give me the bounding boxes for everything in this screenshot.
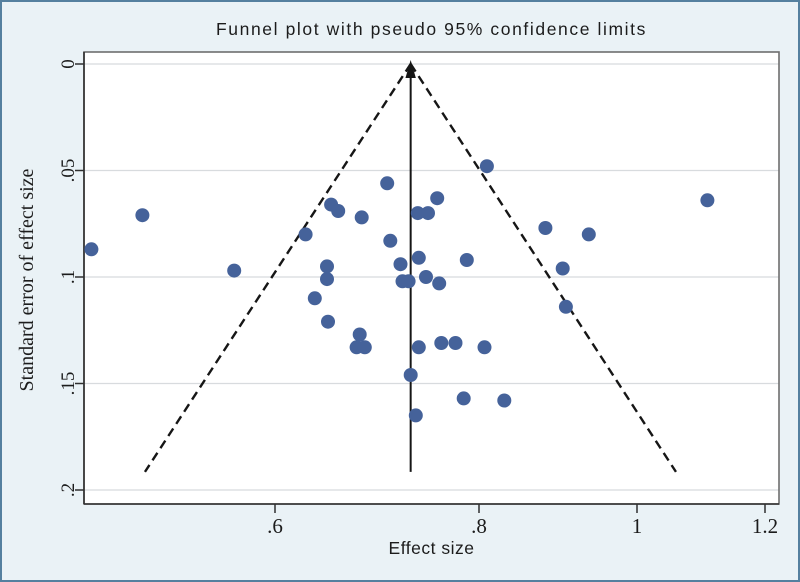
study-data-point [459,253,474,267]
study-data-point [393,257,408,272]
study-data-point [700,193,715,208]
study-data-point [408,408,423,423]
study-data-point [298,227,313,242]
y-tick-label: .05 [58,159,79,183]
study-data-point [227,263,242,278]
y-tick-label: .1 [58,270,79,284]
study-data-point [354,210,369,225]
study-data-point [320,259,334,274]
study-data-point [307,291,322,306]
study-data-point [380,176,395,191]
study-data-point [555,261,570,276]
x-tick-label: 1 [632,514,643,538]
study-data-point [538,221,553,235]
study-data-point [421,206,435,221]
study-data-point [321,314,335,329]
study-data-point [497,393,512,408]
study-data-point [430,191,445,206]
y-tick-label: .2 [58,483,79,497]
study-data-point [411,340,426,355]
study-data-point [558,299,573,314]
chart-title: Funnel plot with pseudo 95% confidence l… [216,19,647,39]
study-data-point [410,206,425,221]
study-data-point [383,233,398,248]
study-data-point [403,368,418,382]
y-tick-label: .15 [58,372,79,396]
pooled-effect-line-arrowhead [405,60,416,78]
study-data-point [479,159,494,174]
x-axis-title: Effect size [388,538,475,558]
funnel-right-dashed-line [409,63,677,473]
study-data-point [357,340,372,355]
study-data-point [456,391,471,406]
study-data-point [477,340,492,355]
study-data-point [448,336,463,350]
study-data-point [320,272,334,287]
study-data-point [419,270,433,284]
study-data-point [411,250,426,265]
x-tick-label: .6 [267,514,283,538]
study-data-point [401,274,416,289]
study-data-point [331,204,346,218]
funnel-left-dashed-line [143,63,412,473]
study-data-point [432,276,447,291]
study-data-point [581,227,596,242]
x-tick-label: .8 [471,514,487,538]
y-tick-label: 0 [58,59,79,69]
study-data-point [84,242,99,257]
study-data-point [434,336,449,350]
study-data-point [352,327,367,342]
x-tick-label: 1.2 [752,514,778,538]
y-axis-title: Standard error of effect size [16,168,38,392]
study-data-point [135,208,150,223]
